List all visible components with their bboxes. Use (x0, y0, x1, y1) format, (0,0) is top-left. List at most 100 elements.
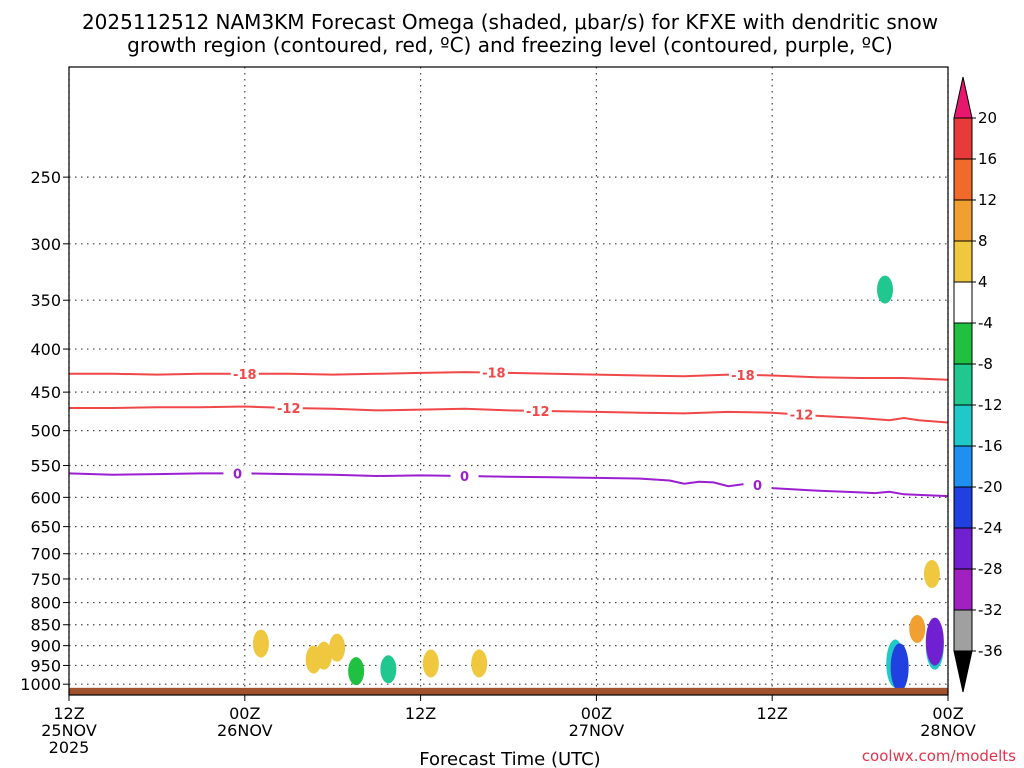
contour-label-bg (523, 402, 552, 419)
contour-label-bg (274, 400, 303, 417)
colorbar-label: 4 (978, 273, 988, 291)
x-axis-title: Forecast Time (UTC) (419, 749, 600, 768)
colorbar-bottom-arrow (953, 650, 973, 693)
y-tick-label: 800 (30, 594, 61, 613)
contour-label-bg (223, 465, 252, 482)
x-tick-label: 12Z (757, 704, 788, 723)
omega-blob (329, 633, 346, 662)
y-tick-label: 500 (30, 422, 61, 441)
y-tick-label: 550 (30, 457, 61, 476)
omega-blob (877, 275, 894, 304)
colorbar-segment (953, 281, 973, 324)
contour-label-bg (743, 476, 772, 493)
colorbar-segment (953, 486, 973, 529)
grid-lines (68, 67, 949, 695)
colorbar-label: -20 (978, 478, 1003, 496)
contour-label-bg (230, 365, 259, 382)
colorbar-label: -36 (978, 642, 1003, 660)
colorbar-segment (953, 322, 973, 365)
y-tick-label: 650 (30, 518, 61, 537)
omega-blob (471, 649, 488, 678)
contour-label: -18 (482, 367, 506, 382)
contour-label: 0 (460, 470, 469, 485)
chart-title-line2: growth region (contoured, red, ºC) and f… (127, 33, 893, 57)
colorbar-segment (953, 609, 973, 652)
contour-line (68, 472, 949, 498)
x-tick-label: 28NOV (920, 721, 976, 740)
x-tick-label: 2025 (49, 738, 90, 757)
y-tick-label: 750 (30, 570, 61, 589)
chart-title-line1: 2025112512 NAM3KM Forecast Omega (shaded… (82, 10, 938, 34)
colorbar-label: -16 (978, 437, 1003, 455)
colorbar-label: -32 (978, 601, 1003, 619)
omega-blob (315, 641, 332, 670)
y-axis: 250 300 350 400 450 500 550 600 650 700 750 800 850 9… (20, 168, 69, 694)
x-tick-label: 12Z (405, 704, 436, 723)
x-tick-label: 00Z (932, 704, 963, 723)
omega-blob (890, 643, 909, 692)
plot-frame (68, 66, 949, 696)
omega-blob (909, 615, 926, 644)
colorbar-segment (953, 117, 973, 160)
contour-line (69, 371, 949, 381)
x-tick-label: 27NOV (569, 721, 625, 740)
y-tick-label: 950 (30, 656, 61, 675)
contour-label-bg (728, 366, 757, 383)
omega-blob (422, 649, 439, 678)
colorbar-label: -8 (978, 355, 993, 373)
y-tick-label: 700 (30, 545, 61, 564)
contour-label: -12 (526, 405, 550, 420)
colorbar-segment (953, 404, 973, 447)
omega-blob (348, 657, 365, 686)
x-tick-label: 26NOV (217, 721, 273, 740)
temperature-contours: -18 -18 -18 -12 -12 -12 0 0 0 (68, 364, 949, 498)
omega-blob (380, 655, 397, 684)
contour-label-bg (450, 468, 479, 485)
omega-blob (925, 617, 944, 666)
colorbar-segment (953, 568, 973, 611)
colorbar-label: -12 (978, 396, 1003, 414)
y-tick-label: 1000 (20, 675, 61, 694)
y-tick-label: 300 (30, 235, 61, 254)
x-tick-label: 00Z (581, 704, 612, 723)
contour-label: -18 (233, 368, 257, 383)
colorbar-label: 20 (978, 109, 997, 127)
colorbar-segment (953, 240, 973, 283)
contour-label: -18 (731, 369, 755, 384)
contour-label: 0 (233, 467, 242, 482)
contour-label-bg (479, 364, 508, 381)
y-tick-label: 350 (30, 291, 61, 310)
colorbar-segment (953, 527, 973, 570)
contour-label: -12 (790, 409, 814, 424)
y-tick-label: 250 (30, 168, 61, 187)
colorbar-segment (953, 158, 973, 201)
x-tick-label: 00Z (229, 704, 260, 723)
contour-line (69, 405, 949, 424)
contour-label: -12 (277, 402, 301, 417)
colorbar-label: -24 (978, 519, 1003, 537)
y-tick-label: 600 (30, 488, 61, 507)
colorbar: 20 16 12 8 4 -4 -8 -12 -16 -20 -24 -28 -32 -36 (953, 76, 1003, 693)
y-tick-label: 850 (30, 616, 61, 635)
y-tick-label: 400 (30, 340, 61, 359)
contour-label-bg (787, 406, 816, 423)
omega-shading (252, 275, 944, 692)
y-tick-label: 450 (30, 383, 61, 402)
colorbar-label: -4 (978, 314, 993, 332)
colorbar-segment (953, 363, 973, 406)
colorbar-label: 12 (978, 191, 997, 209)
colorbar-label: -28 (978, 560, 1003, 578)
colorbar-segment (953, 445, 973, 488)
y-tick-label: 900 (30, 637, 61, 656)
colorbar-segment (953, 199, 973, 242)
colorbar-label: 16 (978, 150, 997, 168)
x-tick-label: 25NOV (41, 721, 97, 740)
credit-text: coolwx.com/modelts (862, 747, 1016, 765)
contour-label: 0 (753, 479, 762, 494)
omega-blob (923, 560, 940, 589)
terrain-surface (69, 687, 948, 695)
colorbar-top-arrow (953, 76, 973, 119)
omega-blob (252, 629, 269, 658)
